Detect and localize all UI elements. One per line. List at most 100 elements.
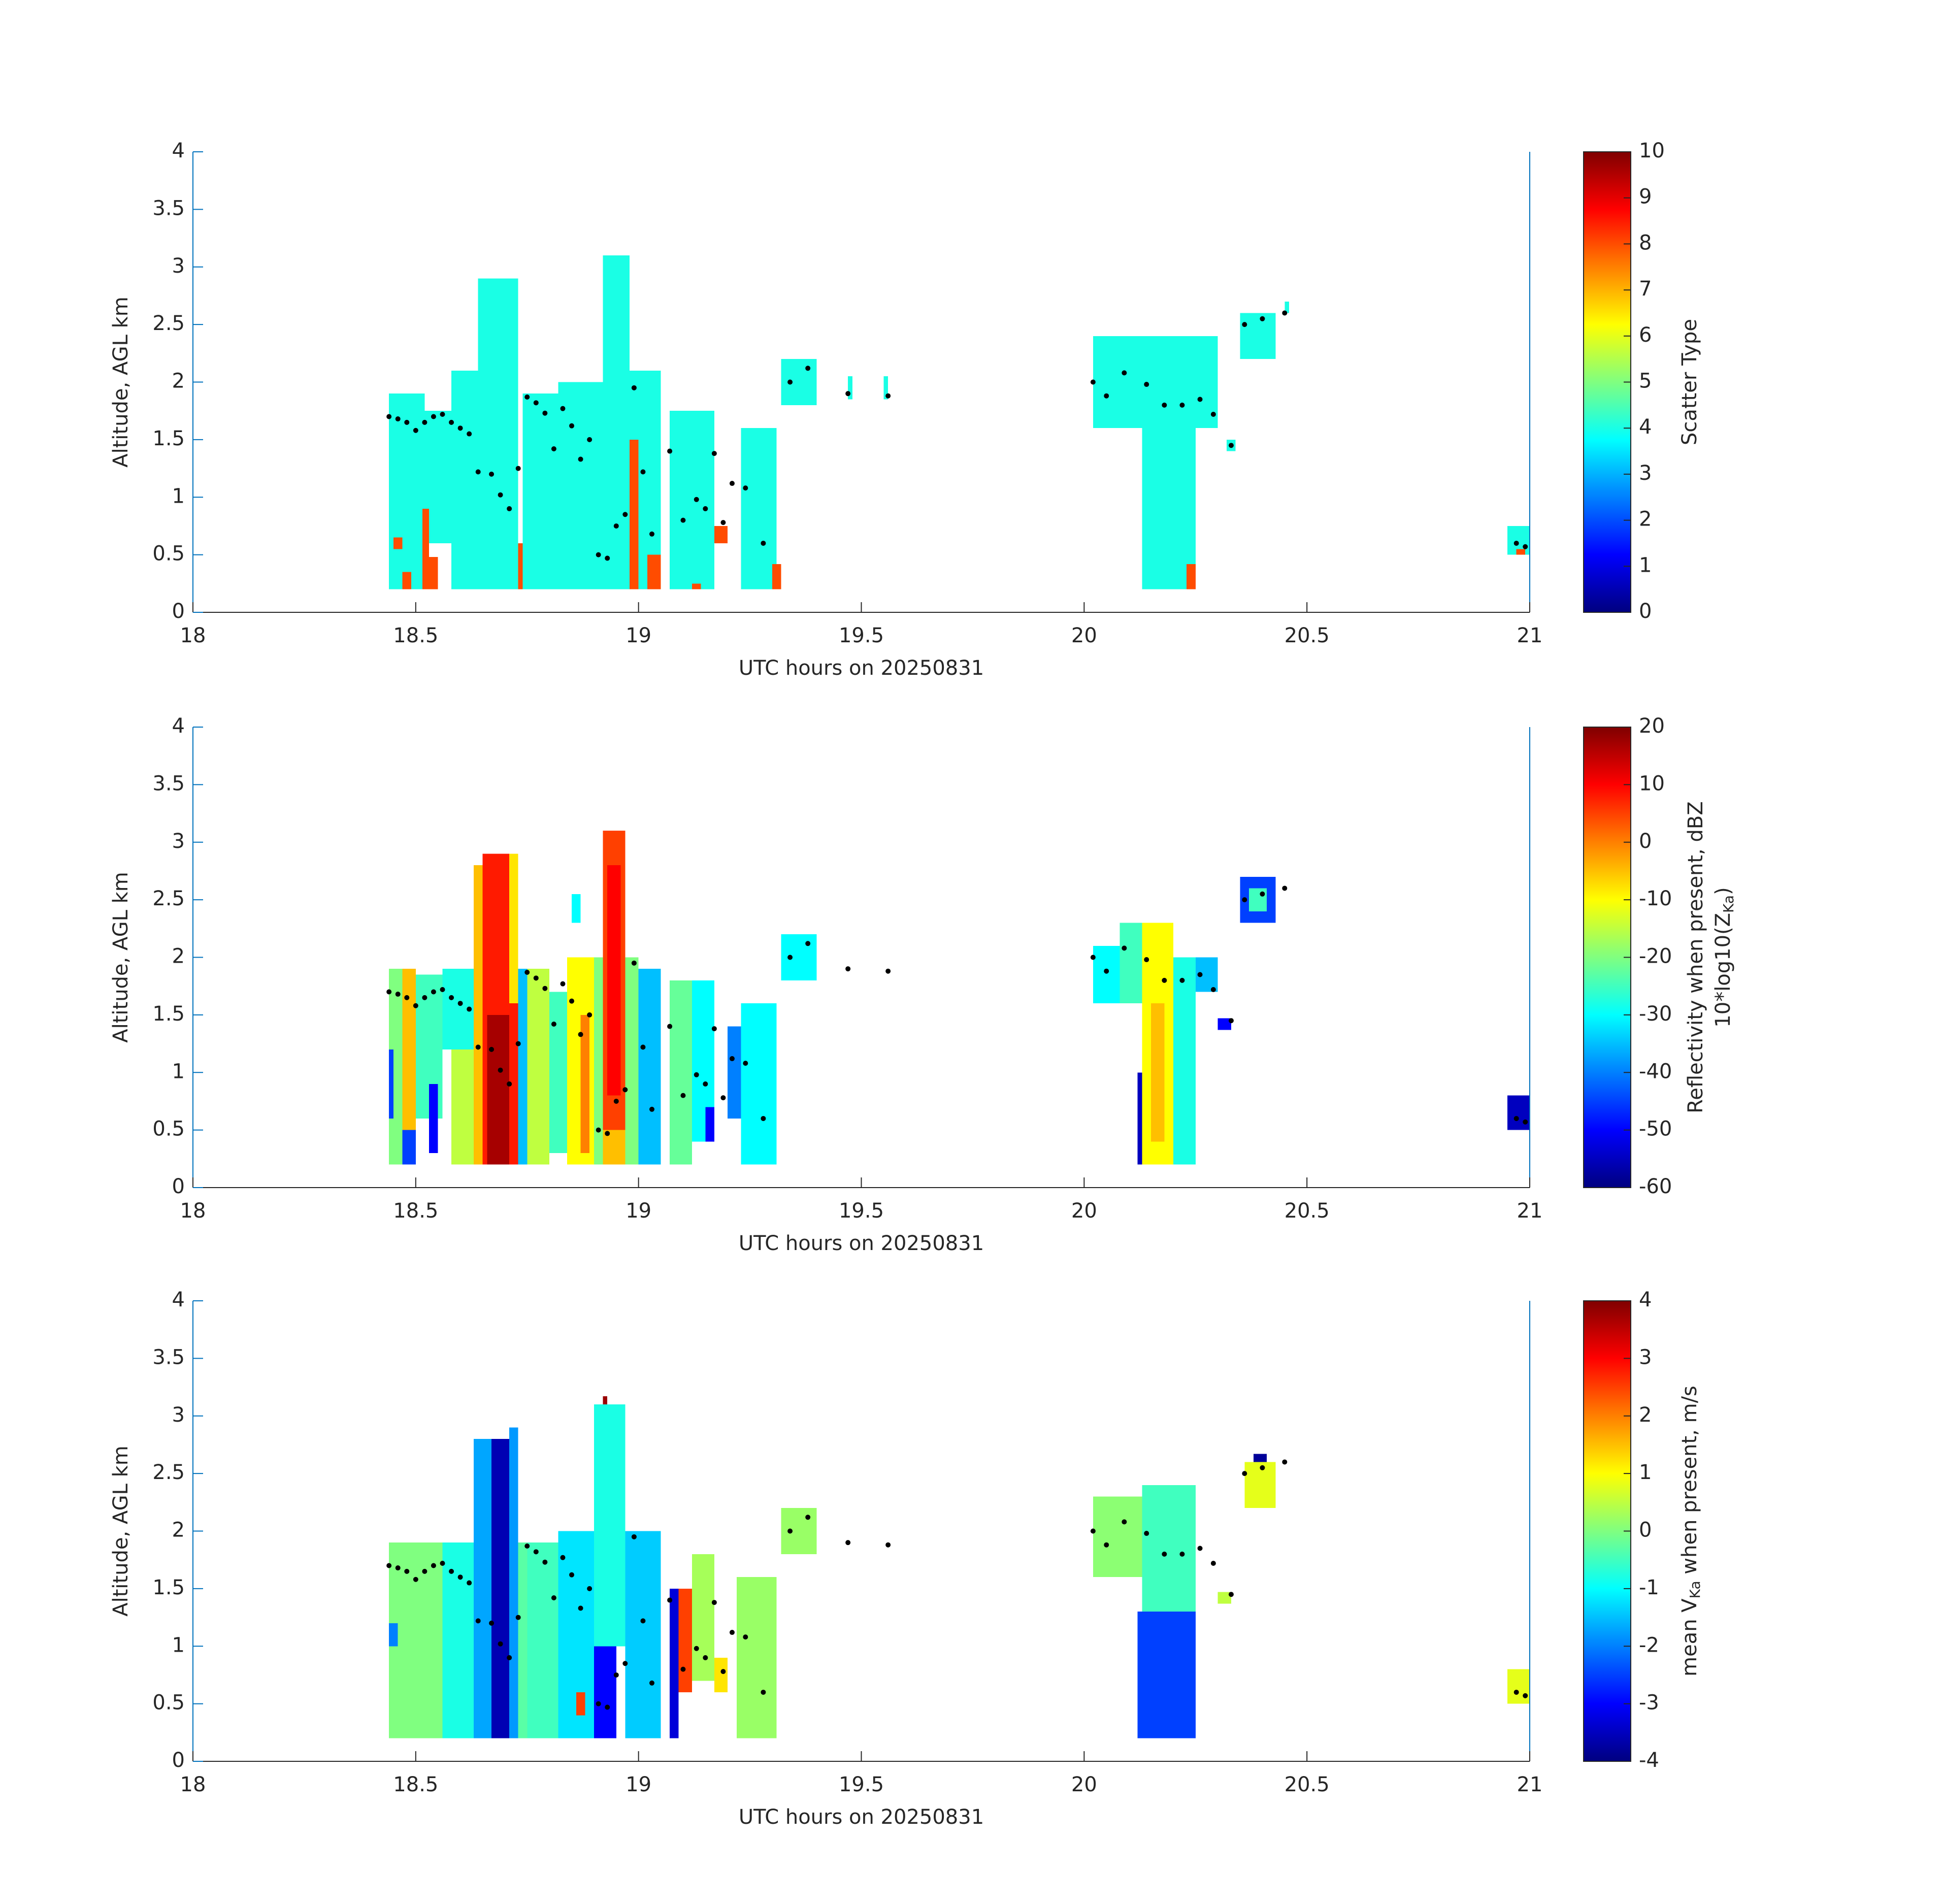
cell	[670, 980, 692, 1165]
point	[1162, 402, 1167, 408]
point	[845, 966, 851, 972]
point	[431, 414, 436, 419]
y-tick-label: 0	[172, 600, 185, 623]
point	[1179, 977, 1185, 983]
point	[489, 1620, 495, 1626]
point	[498, 1067, 503, 1073]
x-tick-label: 19	[626, 1773, 651, 1796]
point	[422, 419, 427, 425]
point	[449, 995, 454, 1000]
colorbar-label-subscript: Ka	[1687, 1581, 1703, 1598]
point	[386, 989, 392, 995]
point	[1523, 1693, 1528, 1698]
point	[422, 995, 427, 1000]
point	[515, 1041, 521, 1046]
cell	[670, 1588, 679, 1738]
cell	[429, 557, 438, 589]
point	[1242, 1471, 1247, 1476]
point	[631, 385, 637, 390]
point	[1282, 310, 1288, 316]
point	[694, 497, 699, 502]
point	[845, 391, 851, 397]
y-tick-label: 2	[172, 370, 185, 393]
point	[703, 1655, 708, 1660]
point	[449, 419, 454, 425]
point	[1260, 891, 1265, 897]
cell	[594, 1404, 626, 1647]
colorbar-tick-label: 9	[1639, 185, 1652, 209]
point	[475, 469, 481, 475]
x-axis-label: UTC hours on 20250831	[739, 656, 984, 680]
point	[1104, 1542, 1109, 1548]
point	[613, 523, 619, 529]
cell	[402, 1130, 416, 1165]
point	[1104, 968, 1109, 974]
point	[1242, 322, 1247, 327]
cell	[620, 370, 661, 589]
point	[1210, 1560, 1216, 1566]
point	[703, 506, 708, 511]
y-axis-label: Altitude, AGL km	[109, 1446, 133, 1617]
cell	[1173, 957, 1196, 1165]
point	[885, 393, 891, 399]
point	[395, 416, 401, 422]
point	[631, 1534, 637, 1539]
cell	[594, 957, 603, 1165]
cell	[1249, 888, 1267, 911]
point	[1513, 1115, 1519, 1121]
cell	[1217, 1592, 1231, 1604]
point	[711, 1026, 717, 1032]
x-tick-label: 19.5	[839, 1773, 884, 1796]
cell	[781, 359, 817, 405]
cell	[522, 393, 558, 589]
y-tick-label: 4	[172, 714, 185, 738]
cell	[692, 583, 701, 589]
point	[413, 428, 418, 433]
point	[1122, 1519, 1127, 1525]
point	[640, 1618, 646, 1624]
point	[457, 1001, 463, 1006]
x-tick-label: 21	[1517, 1773, 1543, 1796]
x-tick-label: 20.5	[1285, 1773, 1330, 1796]
point	[578, 1032, 583, 1037]
point	[787, 955, 793, 960]
x-tick-label: 18.5	[393, 1773, 438, 1796]
cell	[670, 411, 714, 589]
y-tick-label: 3.5	[152, 772, 185, 795]
colorbar-tick-label: 4	[1639, 1288, 1652, 1311]
point	[440, 987, 445, 992]
point	[1210, 987, 1216, 992]
point	[507, 1655, 512, 1660]
colorbar-tick-label: 2	[1639, 1403, 1652, 1427]
point	[569, 423, 575, 429]
colorbar-tick-label: -2	[1639, 1633, 1659, 1657]
cell	[451, 370, 478, 589]
point	[1179, 1551, 1185, 1557]
point	[805, 1515, 811, 1520]
point	[613, 1672, 619, 1678]
y-tick-label: 0.5	[152, 542, 185, 566]
point	[640, 469, 646, 475]
point	[1513, 540, 1519, 546]
y-tick-label: 3	[172, 1403, 185, 1427]
colorbar-tick-label: -50	[1639, 1118, 1672, 1141]
point	[1260, 1465, 1265, 1470]
colorbar-label-text: Scatter Type	[1678, 319, 1701, 445]
panel: 18 18.5 19 19.5 20 20.5 21 0 0.5 1 1.5 2 2.5 3 3.5 4 UTC…	[109, 714, 1737, 1255]
point	[386, 1563, 392, 1568]
point	[1104, 393, 1109, 399]
colorbar-tick-label: 1	[1639, 1461, 1652, 1484]
point	[560, 981, 566, 987]
colorbar-label: 10*log10(ZKa)	[1711, 887, 1737, 1027]
y-tick-label: 1	[172, 1633, 185, 1657]
cell	[402, 969, 416, 1130]
point	[1242, 897, 1247, 903]
colorbar-tick-label: 10	[1639, 772, 1665, 795]
colorbar-tick-label: -60	[1639, 1175, 1672, 1198]
point	[787, 379, 793, 385]
x-tick-label: 21	[1517, 624, 1543, 647]
point	[845, 1540, 851, 1546]
point	[761, 540, 766, 546]
point	[489, 471, 495, 477]
cell	[741, 428, 777, 589]
